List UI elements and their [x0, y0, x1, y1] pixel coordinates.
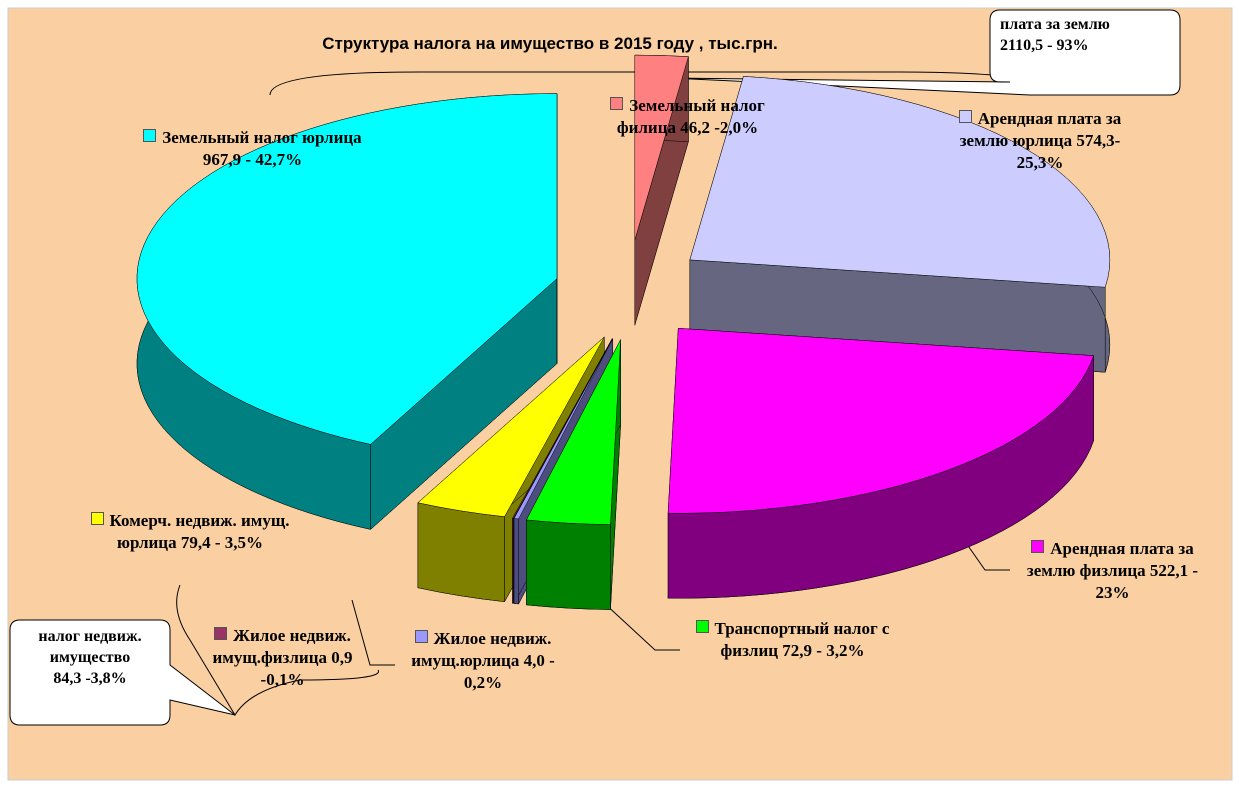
legend-marker — [695, 620, 709, 633]
data-label: Комерч. недвиж. имущ. юрлица 79,4 - 3,5% — [75, 510, 305, 554]
annotation-line: имущество — [49, 649, 131, 666]
legend-marker — [958, 110, 972, 123]
slice-side — [526, 519, 611, 610]
category-label: Арендная плата за землю юрлица — [959, 109, 1122, 150]
category-label: Транспортный налог с физлиц — [714, 619, 890, 660]
slice-side — [417, 502, 505, 602]
annotation-line: 2110,5 - 93% — [1000, 37, 1089, 54]
category-label: Жилое недвиж. имущ.юрлица — [411, 629, 552, 670]
value-label: 72,9 - 3,2% — [782, 641, 865, 660]
data-label: Земельный налог юрлица 967,9 - 42,7% — [140, 127, 365, 171]
slice — [513, 338, 613, 520]
slice-side — [513, 518, 519, 605]
value-label: 4,0 - 0,2% — [463, 651, 555, 692]
value-label: 46,2 -2,0% — [680, 118, 759, 137]
slice — [512, 338, 613, 519]
data-label: Арендная плата за землю юрлица 574,3- 25… — [935, 108, 1145, 174]
legend-marker — [610, 97, 624, 110]
data-label: Жилое недвиж. имущ.физлица 0,9 -0,1% — [190, 625, 375, 691]
annotation-line: налог недвиж. — [38, 628, 142, 645]
callout-box — [9, 619, 236, 726]
slice — [689, 76, 1111, 288]
pie — [136, 54, 1111, 610]
data-label: Жилое недвиж. имущ.юрлица 4,0 - 0,2% — [398, 628, 568, 694]
slice — [417, 336, 605, 517]
category-label: Земельный налог филица — [616, 96, 765, 137]
chart-title: Структура налога на имущество в 2015 год… — [322, 34, 778, 53]
data-label: Земельный налог филица 46,2 -2,0% — [600, 95, 775, 139]
value-label: 967,9 - 42,7% — [202, 150, 303, 169]
category-label: Арендная плата за землю физлица — [1026, 539, 1194, 580]
legend-marker — [414, 630, 428, 643]
data-label: Арендная плата за землю физлица 522,1 - … — [1010, 538, 1215, 604]
annotation-line: плата за землю — [1000, 16, 1110, 33]
legend-marker — [214, 627, 228, 640]
legend-marker — [1031, 540, 1045, 553]
annotation-line: 84,3 -3,8% — [53, 670, 127, 687]
slice — [136, 93, 558, 445]
slice — [634, 54, 689, 241]
slice-side — [512, 518, 514, 604]
value-label: 522,1 - 23% — [1095, 561, 1199, 602]
category-label: Комерч. недвиж. имущ. юрлица — [109, 511, 290, 552]
value-label: 574,3- 25,3% — [1016, 131, 1121, 172]
annotation: плата за землю 2110,5 - 93% — [1000, 14, 1175, 56]
data-label: Транспортный налог с физлиц 72,9 - 3,2% — [680, 618, 905, 662]
callout-box — [669, 9, 1181, 96]
value-label: 0,9 -0,1% — [260, 648, 353, 689]
category-label: Земельный налог юрлица — [162, 128, 362, 147]
legend-marker — [143, 129, 157, 142]
leader-line — [351, 599, 395, 666]
slice — [526, 339, 621, 525]
annotation: налог недвиж. имущество 84,3 -3,8% — [15, 626, 165, 689]
slice — [667, 328, 1094, 514]
category-label: Жилое недвиж. имущ.физлица — [212, 626, 351, 667]
legend-marker — [90, 512, 104, 525]
value-label: 79,4 - 3,5% — [180, 533, 264, 552]
